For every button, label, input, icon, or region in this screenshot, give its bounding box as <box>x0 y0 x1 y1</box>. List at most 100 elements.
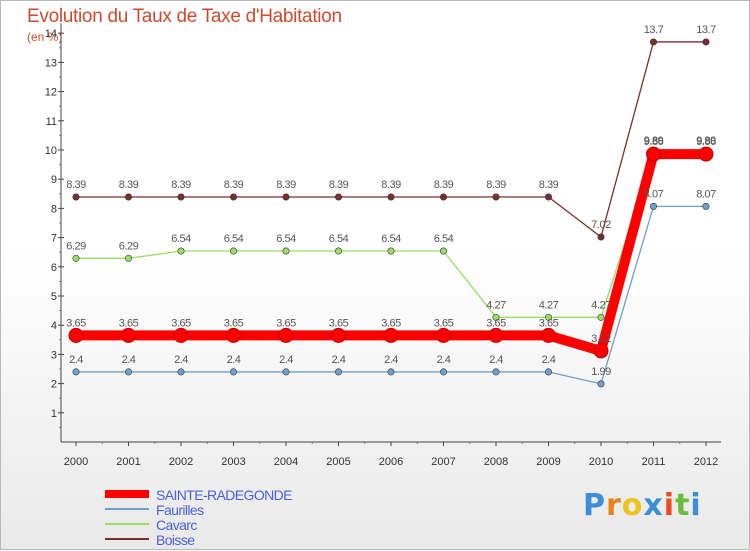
data-point <box>282 193 290 201</box>
data-point <box>544 368 552 376</box>
data-label: 8.39 <box>539 179 559 191</box>
data-point <box>173 327 189 343</box>
x-tick-label: 2009 <box>536 456 560 468</box>
data-point <box>226 327 241 343</box>
data-label: 13.7 <box>644 24 664 36</box>
data-label: 2.4 <box>332 354 346 366</box>
legend-label: Boisse <box>156 532 195 548</box>
data-point <box>387 193 395 201</box>
data-label: 8.39 <box>119 179 139 191</box>
y-tick-label: 4 <box>51 320 57 332</box>
data-label: 2.4 <box>227 354 241 366</box>
data-label: 3.65 <box>486 317 506 329</box>
logo-letter: i <box>690 488 702 523</box>
chart-title: Evolution du Taux de Taxe d'Habitation <box>27 6 342 27</box>
x-tick-label: 2010 <box>589 456 613 468</box>
x-tick-label: 2005 <box>326 456 350 468</box>
data-point <box>439 368 447 376</box>
data-label: 3.65 <box>381 317 401 329</box>
data-labels: 3.65 3.65 3.65 3.65 3.65 3.65 3.65 3.65 3.65 3.65… <box>66 24 716 378</box>
data-point <box>698 146 714 162</box>
data-point <box>72 368 80 376</box>
data-label: 2.4 <box>384 354 398 366</box>
data-label: 3.65 <box>329 317 349 329</box>
data-point <box>177 247 185 255</box>
logo-letter: i <box>663 488 676 523</box>
data-label: 8.39 <box>329 179 349 191</box>
data-point <box>492 368 500 376</box>
y-tick-label: 3 <box>51 349 57 361</box>
data-point <box>230 368 238 376</box>
data-point <box>334 193 342 201</box>
data-point <box>541 327 556 343</box>
data-label: 2.4 <box>542 354 556 366</box>
data-label: 6.54 <box>329 233 349 245</box>
data-point <box>597 380 605 388</box>
y-tick-label: 14 <box>45 28 57 40</box>
data-label: 8.39 <box>381 179 401 191</box>
data-label: 4.27 <box>591 299 611 311</box>
data-label: 6.54 <box>224 233 244 245</box>
data-label: 8.39 <box>66 179 86 191</box>
x-tick-label: 2011 <box>642 456 666 468</box>
data-label: 3.65 <box>539 317 559 329</box>
y-tick-label: 6 <box>51 262 57 274</box>
data-label: 8.39 <box>486 179 506 191</box>
legend-label: Faurilles <box>156 502 204 518</box>
series-line-boisse <box>75 41 707 238</box>
data-point <box>439 247 447 255</box>
y-tick-label: 10 <box>45 145 57 157</box>
logo-letter: r <box>606 488 622 523</box>
x-tick-label: 2008 <box>484 456 508 468</box>
data-label: 4.27 <box>486 299 506 311</box>
data-label: 6.29 <box>119 240 139 252</box>
data-label: 1.99 <box>591 366 611 378</box>
data-point <box>492 313 500 321</box>
data-point <box>544 193 552 201</box>
y-tick-label: 11 <box>46 116 57 128</box>
y-tick-label: 12 <box>45 87 57 99</box>
data-point <box>334 368 342 376</box>
data-point <box>436 327 451 343</box>
y-tick-label: 9 <box>51 174 57 186</box>
data-label: 3.65 <box>119 317 139 329</box>
data-point <box>646 146 661 162</box>
data-point <box>597 313 605 321</box>
data-point <box>439 193 447 201</box>
y-tick-label: 1 <box>51 408 57 420</box>
logo-letter: t <box>675 488 691 523</box>
data-label: 2.4 <box>122 354 136 366</box>
y-tick-label: 13 <box>45 57 57 69</box>
data-label: 2.4 <box>489 354 503 366</box>
data-point <box>387 247 395 255</box>
data-point <box>177 193 185 201</box>
data-label: 6.54 <box>381 233 401 245</box>
data-point <box>121 327 136 343</box>
logo-letter: x <box>643 488 664 523</box>
proxiti-logo: Proxiti <box>583 488 702 523</box>
data-point <box>492 193 500 201</box>
data-label: 3.65 <box>276 317 296 329</box>
x-tick-label: 2012 <box>694 456 718 468</box>
data-point <box>597 233 605 241</box>
data-label: 3.65 <box>224 317 244 329</box>
x-tick-label: 2002 <box>169 456 193 468</box>
data-point <box>702 38 710 46</box>
data-point <box>177 368 185 376</box>
x-tick-label: 2004 <box>274 456 298 468</box>
x-tick-label: 2000 <box>64 456 88 468</box>
data-point <box>649 202 657 210</box>
data-label: 9.89 <box>696 135 716 147</box>
data-label: 6.29 <box>66 240 86 252</box>
data-label: 8.07 <box>696 188 716 200</box>
data-point <box>72 193 80 201</box>
y-tick-label: 5 <box>51 291 57 303</box>
data-label: 2.4 <box>69 354 83 366</box>
data-label: 8.39 <box>276 179 296 191</box>
data-point <box>278 327 294 343</box>
data-point <box>702 202 710 210</box>
